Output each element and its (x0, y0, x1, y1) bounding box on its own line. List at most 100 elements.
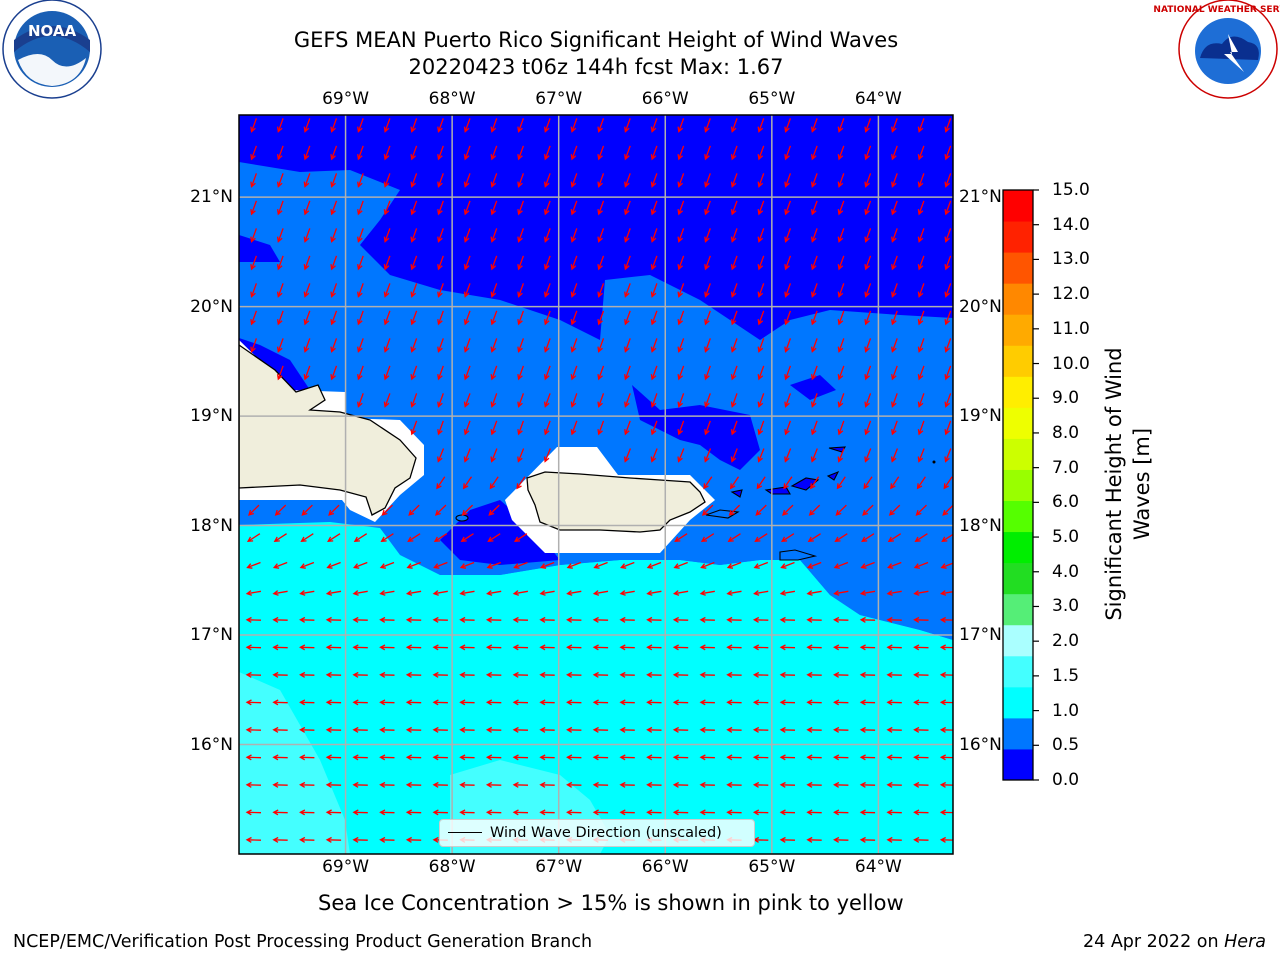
wind-wave-arrow (700, 561, 715, 569)
colorbar-segment (1003, 593, 1033, 626)
wind-wave-arrow (862, 504, 874, 516)
colorbar-tick-label: 15.0 (1052, 180, 1090, 200)
wind-wave-arrow (330, 228, 338, 243)
wind-wave-arrow (891, 200, 898, 216)
wind-wave-arrow (303, 338, 311, 353)
wind-wave-arrow (250, 200, 258, 216)
wind-wave-arrow (677, 365, 685, 381)
wind-wave-arrow (570, 145, 578, 161)
wind-wave-arrow (806, 671, 822, 678)
wind-wave-arrow (677, 173, 685, 188)
wind-wave-arrow (810, 476, 820, 490)
wind-wave-arrow (810, 283, 818, 298)
wind-wave-arrow (463, 448, 471, 463)
wind-wave-arrow (325, 590, 342, 596)
wind-wave-arrow (837, 283, 845, 298)
wind-wave-arrow (272, 590, 288, 596)
wind-wave-arrow (699, 699, 715, 706)
wind-wave-arrow (299, 590, 315, 596)
wind-wave-arrow (944, 283, 952, 298)
wind-wave-arrow (517, 173, 525, 188)
wind-wave-arrow (330, 365, 338, 381)
wind-wave-arrow (917, 448, 925, 463)
wind-wave-arrow (650, 393, 658, 408)
wind-wave-arrow (650, 228, 658, 243)
wind-wave-arrow (886, 699, 902, 706)
wind-wave-arrow (619, 699, 635, 706)
wind-wave-arrow (485, 726, 502, 733)
wind-wave-arrow (646, 561, 662, 569)
wind-wave-arrow (272, 836, 288, 843)
wind-wave-arrow (624, 310, 631, 326)
wind-wave-arrow (624, 338, 631, 353)
bottom-longitude-label: 68°W (428, 857, 476, 877)
colorbar-tick-label: 2.0 (1052, 631, 1080, 652)
wind-wave-arrow (913, 781, 929, 788)
wind-wave-arrow (459, 699, 475, 706)
wind-wave-arrow (806, 699, 822, 706)
wind-wave-arrow (437, 448, 445, 463)
wind-wave-arrow (624, 420, 631, 436)
wind-wave-arrow (490, 118, 498, 133)
wind-wave-arrow (463, 283, 471, 298)
wind-wave-arrow (432, 616, 448, 623)
wind-wave-arrow (539, 644, 555, 651)
wind-wave-arrow (646, 671, 662, 678)
wind-wave-arrow (570, 118, 578, 133)
wind-wave-arrow (410, 338, 418, 353)
wind-wave-arrow (570, 338, 578, 353)
wind-wave-arrow (490, 393, 498, 408)
left-latitude-label: 21°N (190, 187, 233, 208)
wind-wave-arrow (623, 448, 632, 463)
wind-wave-arrow (784, 365, 792, 381)
wind-wave-arrow (914, 533, 928, 543)
wind-wave-arrow (352, 809, 368, 816)
wind-wave-arrow (860, 561, 875, 569)
wind-wave-arrow (485, 671, 502, 678)
wind-wave-arrow (864, 145, 872, 161)
wind-wave-arrow (810, 448, 818, 463)
wind-wave-arrow (757, 448, 765, 463)
colorbar-tick-label: 13.0 (1052, 249, 1090, 270)
wind-wave-arrow (303, 255, 311, 271)
wind-wave-arrow (566, 561, 582, 569)
wind-wave-arrow (597, 365, 605, 381)
wind-wave-arrow (460, 533, 474, 543)
wind-wave-arrow (837, 338, 845, 353)
wind-wave-arrow (646, 644, 662, 651)
wind-wave-arrow (861, 533, 875, 543)
wind-wave-arrow (837, 173, 845, 188)
wind-wave-arrow (944, 365, 952, 381)
wind-wave-arrow (330, 118, 338, 133)
wind-wave-arrow (807, 533, 821, 543)
wind-wave-arrow (810, 365, 818, 381)
wind-wave-arrow (488, 504, 500, 516)
wind-wave-arrow (891, 338, 898, 353)
wind-wave-arrow (726, 699, 742, 706)
wind-wave-arrow (330, 145, 338, 161)
wind-wave-arrow (379, 561, 395, 569)
wind-wave-arrow (806, 726, 822, 733)
colorbar-segment (1003, 407, 1033, 439)
wind-wave-arrow (327, 533, 341, 543)
wind-wave-arrow (808, 504, 821, 516)
wind-wave-arrow (543, 420, 551, 436)
wind-wave-arrow (539, 781, 555, 788)
wind-wave-arrow (432, 726, 448, 733)
wind-wave-arrow (246, 561, 261, 569)
wind-wave-arrow (837, 393, 845, 408)
top-longitude-label: 68°W (428, 89, 476, 109)
wind-wave-arrow (357, 228, 364, 243)
wind-wave-arrow (779, 836, 796, 843)
wind-wave-arrow (517, 420, 525, 436)
colorbar-tick-label: 0.5 (1052, 735, 1080, 756)
wind-wave-arrow (543, 365, 551, 381)
wind-wave-arrow (383, 310, 391, 326)
wind-wave-arrow (357, 283, 364, 298)
wind-wave-arrow (837, 228, 845, 243)
wind-wave-arrow (383, 283, 391, 298)
wind-wave-arrow (886, 644, 902, 651)
wind-wave-arrow (272, 644, 288, 651)
wind-wave-arrow (299, 836, 315, 843)
wind-wave-arrow (517, 228, 525, 243)
